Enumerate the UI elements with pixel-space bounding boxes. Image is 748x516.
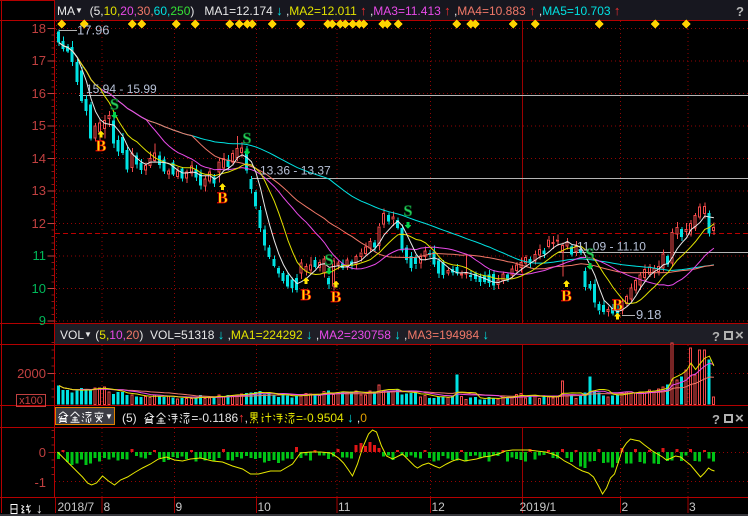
svg-text:13.36 - 13.37: 13.36 - 13.37 — [260, 164, 331, 178]
svg-text:S: S — [325, 252, 334, 269]
svg-text:B: B — [331, 289, 342, 306]
svg-text:11.09 - 11.10: 11.09 - 11.10 — [577, 240, 646, 254]
svg-text:B: B — [301, 287, 312, 304]
svg-text:S: S — [586, 246, 595, 263]
svg-text:15.94 - 15.99: 15.94 - 15.99 — [86, 82, 157, 96]
svg-text:B: B — [561, 288, 572, 305]
svg-text:17.96: 17.96 — [77, 23, 110, 38]
svg-text:S: S — [110, 97, 119, 114]
svg-text:9.18: 9.18 — [636, 307, 661, 322]
svg-text:B: B — [612, 297, 623, 314]
svg-text:B: B — [96, 138, 107, 155]
svg-text:S: S — [404, 203, 413, 220]
svg-text:B: B — [217, 190, 228, 207]
svg-text:S: S — [243, 131, 252, 148]
